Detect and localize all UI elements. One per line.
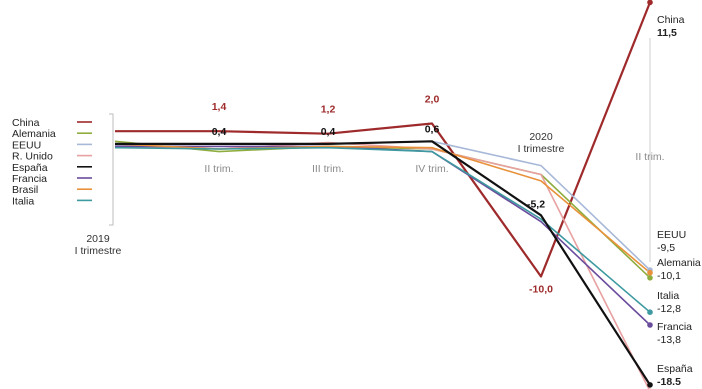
series-end-points (647, 0, 653, 389)
value-label-espana-4: -5,2 (527, 198, 545, 210)
axis-year-4: 2020 (529, 131, 553, 143)
legend-bracket (109, 113, 114, 226)
end-name-italia: Italia (657, 290, 679, 302)
legend-label-china: China (12, 117, 40, 129)
value-label-espana-3: 0,6 (425, 123, 440, 135)
end-name-francia: Francia (657, 321, 692, 333)
axis-quarter-2: III trim. (312, 163, 344, 175)
end-point-alemania (647, 275, 653, 281)
legend-label-italia: Italia (12, 195, 34, 207)
value-label-china-3: 2,0 (425, 94, 440, 106)
end-value-eeuu: -9,5 (657, 242, 675, 254)
value-labels: 1,4 1,2 2,0 -10,0 0,4 0,4 0,6 -5,2 (212, 94, 553, 296)
series-line-r-unido (114, 141, 650, 389)
series-line-italia (114, 146, 651, 313)
legend-label-francia: Francia (12, 173, 47, 185)
value-label-china-2: 1,2 (321, 104, 336, 116)
end-value-alemania: -10,1 (657, 270, 681, 282)
axis-quarter-4: I trimestre (518, 143, 565, 155)
end-point-brasil (647, 269, 653, 276)
axis-quarter-0: I trimestre (75, 245, 122, 257)
end-point-china (647, 0, 653, 6)
end-name-espana: España (657, 363, 693, 375)
series-line-alemania (114, 140, 651, 279)
legend-label-eeuu: EEUU (12, 139, 41, 151)
end-value-china: 11,5 (657, 27, 677, 39)
series-line-china (115, 1, 652, 278)
end-value-espana: -18.5 (657, 376, 681, 388)
legend-label-alemania: Alemania (12, 128, 56, 140)
legend-label-espana: España (12, 162, 48, 174)
axis-quarter-3: IV trim. (415, 163, 448, 175)
end-point-espana (647, 382, 653, 388)
series-line-francia (115, 145, 651, 326)
legend-label-r-unido: R. Unido (12, 151, 53, 163)
series-lines (114, 1, 652, 389)
value-label-espana-2: 0,4 (321, 126, 336, 138)
end-name-eeuu: EEUU (657, 229, 686, 241)
value-label-espana-1: 0,4 (212, 126, 227, 138)
end-point-francia (647, 322, 653, 328)
value-label-china-1: 1,4 (212, 101, 227, 113)
end-value-italia: -12,8 (657, 303, 681, 315)
end-name-china: China (657, 14, 685, 26)
axis-quarter-5: II trim. (635, 151, 664, 163)
end-value-francia: -13,8 (657, 334, 681, 346)
end-point-italia (647, 309, 653, 316)
axis-quarter-1: II trim. (204, 163, 233, 175)
axis-year-0: 2019 (86, 233, 110, 245)
legend-label-brasil: Brasil (12, 184, 38, 196)
end-name-alemania: Alemania (657, 257, 701, 269)
series-line-espana (115, 140, 651, 386)
series-line-brasil (114, 143, 651, 274)
value-label-china-4: -10,0 (529, 284, 553, 296)
